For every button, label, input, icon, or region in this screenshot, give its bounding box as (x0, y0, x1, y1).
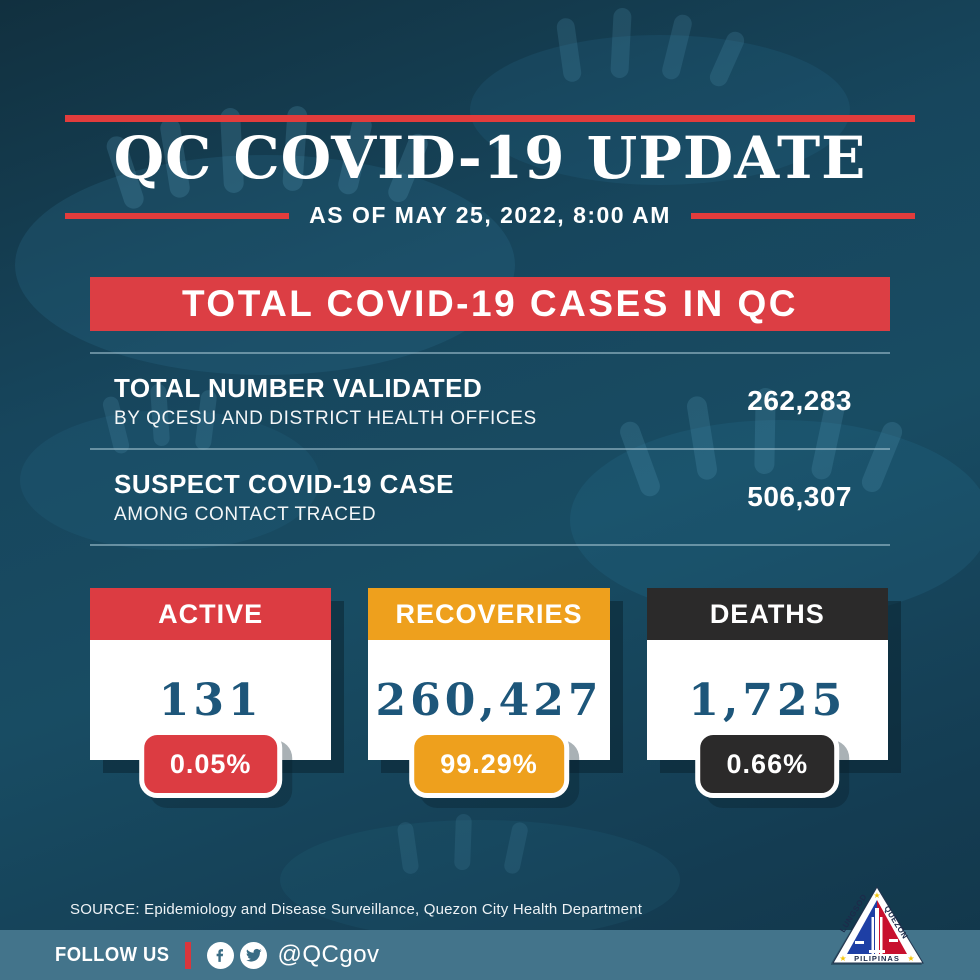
card-header-label: ACTIVE (158, 598, 264, 629)
percent-pill: 99.29% (409, 730, 569, 798)
card-header: DEATHS (646, 588, 888, 640)
stat-text: SUSPECT COVID-19 CASE AMONG CONTACT TRAC… (114, 469, 454, 526)
twitter-icon (240, 941, 268, 969)
page-title: QC COVID-19 UPDATE (113, 124, 867, 192)
stat-title: SUSPECT COVID-19 CASE (114, 468, 454, 499)
stat-value: 262,283 (747, 385, 852, 416)
svg-text:★: ★ (873, 891, 880, 900)
source-text: SOURCE: Epidemiology and Disease Surveil… (70, 901, 643, 918)
stat-row-validated: TOTAL NUMBER VALIDATED BY QCESU AND DIST… (90, 354, 890, 448)
percent-pill: 0.66% (695, 730, 840, 798)
percent-value: 99.29% (440, 748, 538, 779)
stat-subtitle: AMONG CONTACT TRACED (114, 503, 377, 525)
stat-row-suspect: SUSPECT COVID-19 CASE AMONG CONTACT TRAC… (90, 450, 890, 544)
footer-bar: FOLLOW US @QCgov (0, 930, 980, 980)
card-value: 260,427 (375, 674, 603, 726)
stat-divider (90, 448, 890, 450)
cards-row: ACTIVE 131 0.05% RECOVERIES 260,427 99.2… (90, 588, 888, 798)
card-header: RECOVERIES (368, 588, 610, 640)
card-active: ACTIVE 131 0.05% (90, 588, 332, 798)
as-of-line-right (690, 212, 916, 219)
total-cases-banner: TOTAL COVID-19 CASES IN QC (90, 277, 890, 331)
percent-value: 0.66% (726, 748, 809, 779)
percent-value: 0.05% (169, 748, 252, 779)
card-value: 131 (158, 674, 263, 726)
stat-title: TOTAL NUMBER VALIDATED (114, 372, 483, 403)
as-of-row: AS OF MAY 25, 2022, 8:00 AM (65, 202, 916, 229)
stats-panel: TOTAL NUMBER VALIDATED BY QCESU AND DIST… (90, 352, 890, 546)
svg-text:★: ★ (839, 954, 846, 963)
red-separator (185, 941, 192, 969)
card-deaths: DEATHS 1,725 0.66% (646, 588, 888, 798)
stat-subtitle: BY QCESU AND DISTRICT HEALTH OFFICES (114, 407, 537, 429)
as-of-line-left (65, 212, 290, 219)
top-divider-line (65, 115, 915, 122)
card-header-label: DEATHS (709, 598, 825, 629)
card-header-label: RECOVERIES (395, 598, 583, 629)
follow-us-label: FOLLOW US (55, 943, 170, 966)
svg-text:★: ★ (907, 954, 914, 963)
facebook-icon (207, 941, 235, 969)
social-handle: @QCgov (277, 941, 380, 968)
card-header: ACTIVE (90, 588, 332, 640)
qc-logo: LUNGSOD QUEZON PILIPINAS ★ ★ ★ (831, 886, 924, 965)
banner-label: TOTAL COVID-19 CASES IN QC (182, 283, 798, 324)
card-recoveries: RECOVERIES 260,427 99.29% (368, 588, 610, 798)
stat-text: TOTAL NUMBER VALIDATED BY QCESU AND DIST… (114, 373, 537, 430)
stat-value: 506,307 (747, 481, 852, 512)
card-value: 1,725 (688, 674, 847, 726)
percent-pill: 0.05% (138, 730, 283, 798)
logo-text-pilipinas: PILIPINAS (854, 954, 900, 963)
as-of-date: AS OF MAY 25, 2022, 8:00 AM (309, 202, 671, 228)
